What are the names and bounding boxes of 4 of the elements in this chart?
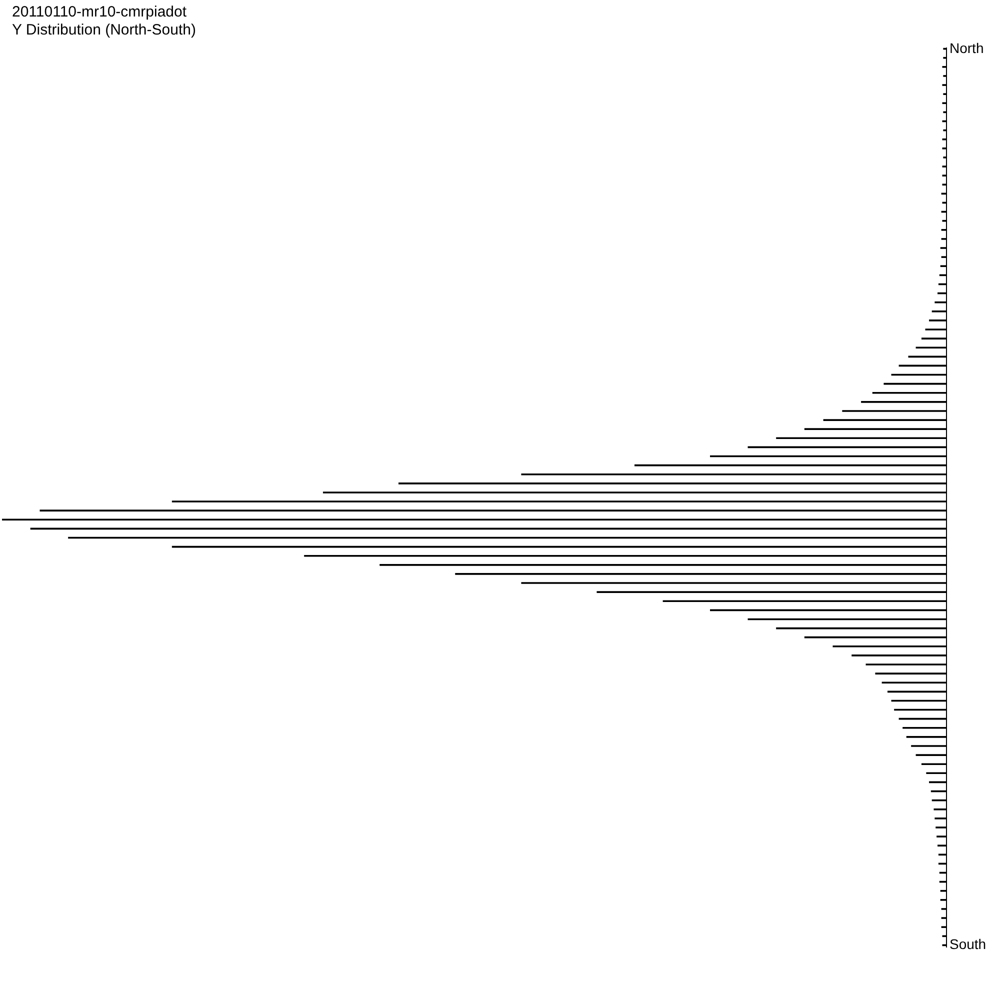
- chart-title: 20110110-mr10-cmrpiadot: [12, 3, 188, 20]
- chart-subtitle: Y Distribution (North-South): [12, 21, 196, 38]
- y-tick-label: North: [950, 40, 984, 56]
- y-tick-label: South: [950, 936, 986, 952]
